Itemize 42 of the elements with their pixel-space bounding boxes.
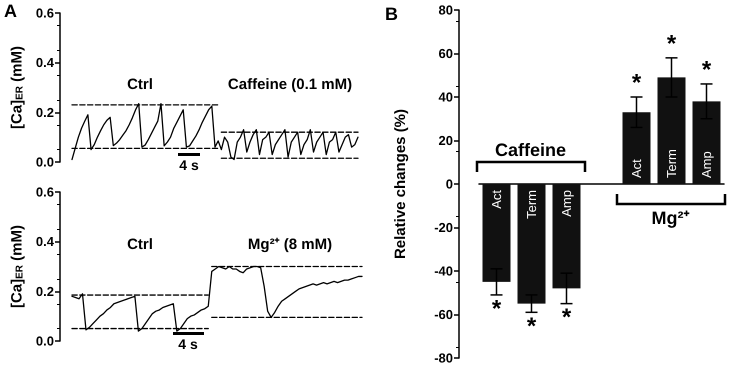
x-tick-label: Act [629,158,644,178]
chart-title: B [385,4,398,24]
y-tick-label: 0.6 [36,6,54,20]
y-tick-label: 80 [438,2,453,18]
data-label: * [562,304,572,332]
y-tick-label: 0.2 [36,104,54,120]
y-tick-label: 0 [446,176,453,192]
y-tick-label: 0.6 [36,184,54,200]
annotation: Ctrl [127,236,153,253]
data-label: * [632,70,642,96]
annotation: Caffeine (0.1 mM) [228,76,352,93]
y-tick-label: 20 [438,133,453,148]
data-label: * [702,56,712,84]
y-tick-label: -20 [434,220,453,235]
data-label: * [526,312,537,340]
x-tick-label: Term [524,190,539,219]
y-axis-title: [Ca]ER (mM) [8,46,26,130]
x-tick-label: Term [664,149,679,178]
y-tick-label: 0.4 [36,234,55,250]
y-tick-label: 0.4 [36,55,55,70]
data-label: * [666,30,677,58]
y-tick-label: 0.0 [36,334,54,348]
y-tick-label: 40 [438,90,453,104]
annotation: 4 s [179,157,199,173]
y-tick-label: -40 [434,264,453,278]
annotation: Ctrl [127,76,153,93]
y-tick-label: 0.0 [36,154,54,170]
data-label: * [492,295,502,322]
x-tick-label: Amp [559,190,574,217]
x-tick-label: Act [489,190,504,209]
y-tick-label: -60 [434,307,453,322]
text: A [4,1,17,21]
y-axis-title: Relative changes (%) [392,108,409,260]
y-tick-label: -80 [434,350,453,366]
x-tick-label: Amp [699,151,714,178]
y-tick-label: 0.2 [36,284,54,299]
y-axis-title: [Ca]ER (mM) [8,224,26,308]
annotation: Caffeine [494,140,566,160]
annotation: Mg²⁺ (8 mM) [248,236,332,253]
annotation: 4 s [178,336,198,352]
y-tick-label: 60 [438,46,453,61]
annotation: Mg²⁺ [652,208,690,228]
